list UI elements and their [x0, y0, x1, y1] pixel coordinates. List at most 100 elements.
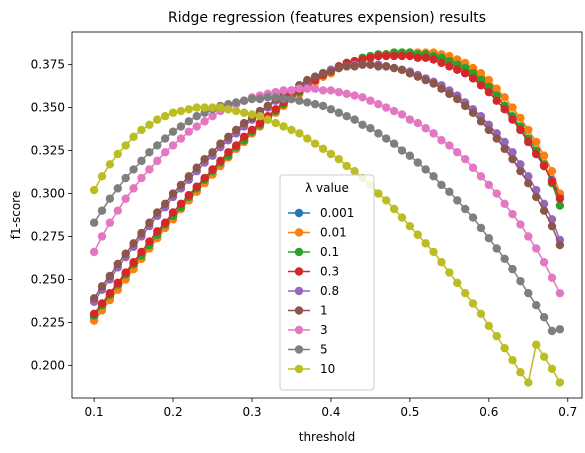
data-point	[500, 105, 509, 114]
data-point	[382, 196, 391, 205]
data-point	[208, 112, 217, 121]
y-tick-label: 0.200	[31, 358, 65, 372]
data-point	[303, 134, 312, 143]
data-point	[168, 141, 178, 150]
data-point	[239, 96, 249, 105]
data-point	[437, 84, 446, 93]
data-point	[287, 86, 296, 95]
data-point	[555, 201, 565, 210]
data-point	[374, 51, 383, 61]
data-point	[468, 74, 478, 83]
legend-item: 0.001	[288, 206, 354, 220]
data-point	[453, 94, 462, 104]
data-point	[397, 51, 407, 61]
x-tick-label: 0.7	[558, 405, 577, 419]
data-point	[358, 93, 367, 102]
data-point	[460, 69, 470, 78]
data-point	[208, 103, 217, 112]
data-point	[374, 189, 383, 198]
data-point	[160, 218, 170, 227]
legend-label: 1	[320, 304, 328, 318]
legend-label: 10	[320, 362, 335, 376]
legend-swatch-marker	[294, 247, 304, 257]
data-point	[208, 148, 217, 157]
data-point	[105, 271, 115, 281]
data-point	[129, 239, 138, 248]
data-point	[239, 118, 249, 128]
data-point	[184, 172, 194, 181]
data-point	[192, 182, 201, 191]
data-point	[508, 209, 517, 219]
data-point	[216, 139, 225, 148]
data-point	[524, 125, 533, 135]
data-point	[287, 125, 296, 135]
data-point	[500, 93, 509, 102]
data-point	[129, 165, 138, 174]
x-tick-label: 0.4	[321, 405, 340, 419]
data-point	[105, 160, 115, 169]
data-point	[389, 139, 399, 148]
data-point	[445, 62, 454, 71]
data-point	[121, 173, 130, 183]
data-point	[263, 115, 272, 124]
data-point	[184, 117, 194, 126]
data-point	[342, 62, 351, 71]
data-point	[476, 81, 486, 90]
y-tick-label: 0.325	[31, 144, 65, 158]
data-point	[129, 258, 138, 267]
legend-label: 0.3	[320, 265, 339, 279]
data-point	[145, 165, 154, 174]
data-point	[460, 288, 470, 298]
data-point	[192, 122, 201, 131]
data-point	[429, 129, 438, 138]
data-point	[429, 79, 438, 88]
data-point	[524, 288, 533, 298]
data-point	[484, 87, 494, 97]
data-point	[516, 160, 525, 169]
series-10	[89, 103, 565, 387]
data-point	[468, 163, 478, 172]
data-point	[468, 299, 478, 308]
data-point	[176, 180, 186, 190]
data-point	[137, 228, 146, 238]
data-point	[255, 118, 265, 128]
data-point	[476, 309, 486, 318]
plot-frame	[71, 31, 583, 399]
data-point	[524, 232, 533, 241]
data-point	[508, 154, 517, 164]
legend-item: 5	[288, 343, 328, 357]
legend-item: 10	[288, 362, 335, 376]
data-point	[547, 221, 557, 231]
data-point	[303, 84, 312, 93]
data-point	[160, 199, 170, 209]
data-point	[334, 108, 344, 117]
data-point	[389, 204, 399, 214]
data-point	[429, 55, 438, 64]
data-point	[334, 87, 344, 97]
legend-swatch-marker	[294, 228, 304, 237]
data-point	[437, 58, 446, 68]
data-point	[287, 94, 296, 104]
data-point	[484, 75, 494, 85]
data-point	[310, 84, 320, 93]
x-tick-label: 0.3	[242, 405, 261, 419]
data-point	[429, 172, 438, 181]
data-point	[358, 60, 367, 69]
data-point	[89, 309, 99, 318]
data-point	[192, 112, 201, 121]
data-point	[342, 161, 351, 171]
data-point	[397, 65, 407, 75]
data-point	[445, 187, 454, 196]
data-point	[366, 60, 375, 69]
data-point	[382, 134, 391, 143]
data-point	[397, 213, 407, 222]
data-point	[492, 84, 501, 93]
data-point	[232, 141, 241, 150]
data-point	[539, 258, 549, 267]
data-point	[295, 84, 304, 93]
data-point	[547, 273, 557, 282]
data-point	[145, 148, 154, 157]
data-point	[397, 110, 407, 119]
data-point	[555, 378, 565, 387]
